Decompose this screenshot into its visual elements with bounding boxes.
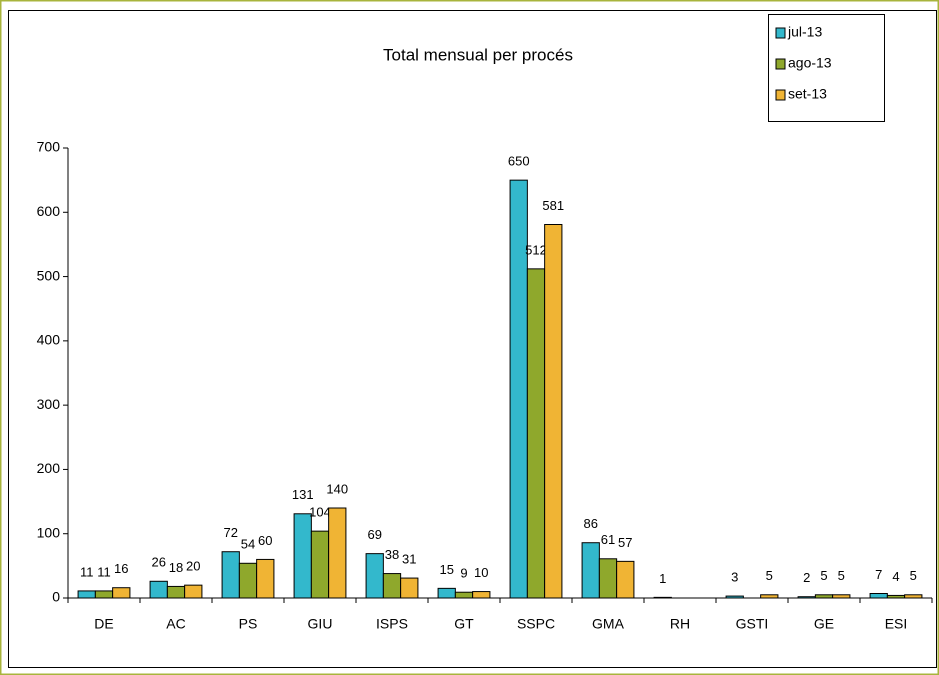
x-tick-label: RH [670, 616, 690, 632]
bar [293, 513, 312, 599]
value-label: 18 [169, 560, 183, 575]
x-tick-label: GE [814, 616, 834, 632]
bar [454, 591, 474, 599]
y-tick-label: 200 [37, 460, 61, 476]
value-label: 104 [309, 505, 331, 520]
chart-title: Total mensual per procés [383, 45, 573, 64]
value-label: 512 [525, 242, 547, 257]
y-tick-label: 400 [37, 332, 61, 348]
value-label: 86 [583, 516, 597, 531]
bar [400, 577, 419, 599]
value-label: 16 [114, 561, 128, 576]
bar [382, 573, 402, 599]
bar [166, 585, 186, 599]
bar [653, 596, 672, 599]
value-label: 10 [474, 565, 488, 580]
bar [221, 551, 240, 599]
value-label: 131 [292, 487, 314, 502]
value-label: 7 [875, 567, 882, 582]
bar [77, 590, 96, 599]
bar [149, 580, 168, 599]
value-label: 54 [241, 537, 255, 552]
bar [310, 530, 330, 599]
value-label: 650 [508, 154, 530, 169]
legend-label: jul-13 [787, 24, 822, 40]
value-label: 140 [326, 481, 348, 496]
bar [814, 594, 834, 599]
bar [797, 596, 816, 599]
chart-frame [8, 10, 937, 668]
bar [328, 507, 347, 599]
bar [112, 587, 131, 599]
x-tick-label: GT [454, 616, 474, 632]
y-tick-label: 700 [37, 139, 61, 155]
value-label: 4 [892, 569, 899, 584]
legend-label: ago-13 [788, 55, 832, 71]
y-tick-label: 0 [52, 589, 60, 605]
legend-swatch [775, 89, 786, 101]
x-tick-label: ESI [885, 616, 908, 632]
value-label: 69 [367, 527, 381, 542]
x-tick-label: SSPC [517, 616, 555, 632]
value-label: 15 [439, 562, 453, 577]
value-label: 5 [910, 568, 917, 583]
value-label: 11 [80, 564, 94, 579]
bar [832, 594, 851, 599]
y-tick-label: 100 [37, 524, 61, 540]
bar [238, 562, 258, 599]
value-label: 11 [97, 564, 111, 579]
bar [869, 593, 888, 599]
x-tick-label: GIU [308, 616, 333, 632]
x-tick-label: GSTI [736, 616, 769, 632]
value-label: 5 [838, 568, 845, 583]
legend [768, 14, 885, 122]
bar [760, 594, 779, 599]
value-label: 26 [151, 555, 165, 570]
bar [184, 584, 203, 599]
x-tick-label: ISPS [376, 616, 408, 632]
bar [365, 553, 384, 599]
bar [472, 591, 491, 599]
value-label: 72 [223, 525, 237, 540]
bar [886, 594, 906, 599]
bar [581, 542, 600, 599]
y-tick-label: 500 [37, 267, 61, 283]
value-label: 3 [731, 570, 738, 585]
value-label: 581 [542, 198, 564, 213]
y-tick-label: 600 [37, 203, 61, 219]
y-tick-label: 300 [37, 396, 61, 412]
value-label: 5 [820, 568, 827, 583]
value-label: 1 [659, 571, 666, 586]
legend-swatch [775, 58, 786, 70]
legend-label: set-13 [788, 86, 827, 102]
x-tick-label: PS [239, 616, 258, 632]
value-label: 57 [618, 535, 632, 550]
value-label: 60 [258, 533, 272, 548]
x-tick-label: DE [94, 616, 113, 632]
value-label: 38 [385, 547, 399, 562]
value-label: 31 [402, 552, 416, 567]
value-label: 2 [803, 570, 810, 585]
value-label: 9 [460, 566, 467, 581]
bar [616, 560, 635, 599]
bar [256, 558, 275, 599]
bar [437, 587, 456, 599]
legend-swatch [775, 27, 786, 39]
bar [904, 594, 923, 599]
bar [544, 224, 563, 599]
x-tick-label: GMA [592, 616, 625, 632]
bar [725, 595, 744, 599]
value-label: 20 [186, 559, 200, 574]
value-label: 5 [766, 568, 773, 583]
bar [526, 268, 546, 599]
bar [598, 558, 618, 599]
value-label: 61 [601, 532, 615, 547]
x-tick-label: AC [166, 616, 185, 632]
bar [94, 590, 114, 599]
